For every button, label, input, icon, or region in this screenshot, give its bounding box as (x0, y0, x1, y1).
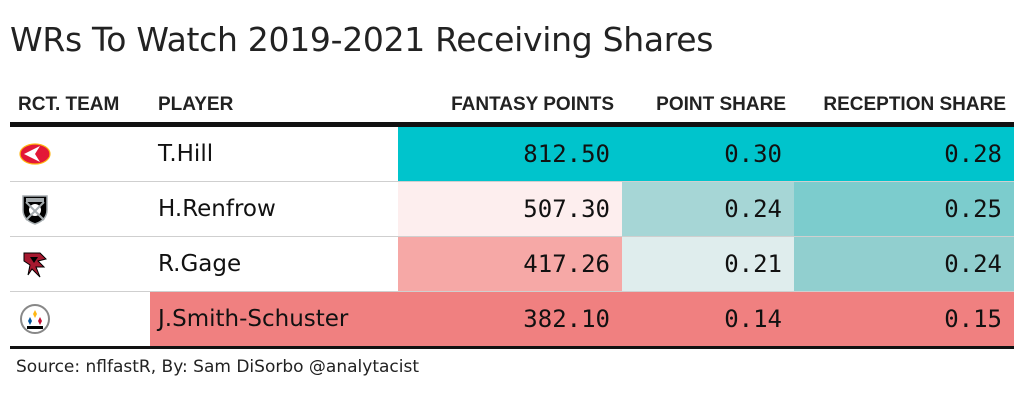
fantasy-points-cell: 417.26 (398, 236, 622, 292)
reception-share-cell: 0.25 (794, 181, 1014, 237)
fantasy-points-cell: 812.50 (398, 124, 622, 182)
table-row: R.Gage 417.26 0.21 0.24 (10, 236, 1014, 292)
header-team: RCT. TEAM (10, 82, 150, 127)
steelers-logo-icon (20, 304, 50, 334)
receiving-shares-table: RCT. TEAM PLAYER FANTASY POINTS POINT SH… (10, 82, 1014, 349)
header-reception-share: RECEPTION SHARE (794, 82, 1014, 127)
player-name: T.Hill (150, 124, 398, 182)
reception-share-cell: 0.15 (794, 291, 1014, 349)
player-name: H.Renfrow (150, 181, 398, 237)
header-row: RCT. TEAM PLAYER FANTASY POINTS POINT SH… (10, 82, 1014, 127)
header-point-share: POINT SHARE (622, 82, 794, 127)
point-share-cell: 0.21 (622, 236, 794, 292)
table-row: H.Renfrow 507.30 0.24 0.25 (10, 181, 1014, 237)
team-cell (10, 291, 150, 349)
player-name: R.Gage (150, 236, 398, 292)
raiders-logo-icon (22, 195, 48, 225)
reception-share-cell: 0.28 (794, 124, 1014, 182)
point-share-cell: 0.14 (622, 291, 794, 349)
chart-title: WRs To Watch 2019-2021 Receiving Shares (10, 20, 714, 59)
team-cell (10, 181, 150, 237)
fantasy-points-cell: 507.30 (398, 181, 622, 237)
header-fantasy-points: FANTASY POINTS (398, 82, 622, 127)
falcons-logo-icon (23, 252, 47, 278)
player-name: J.Smith-Schuster (150, 291, 398, 349)
team-cell (10, 236, 150, 292)
chiefs-logo-icon: KC (19, 143, 51, 165)
team-cell: KC (10, 124, 150, 182)
fantasy-points-cell: 382.10 (398, 291, 622, 349)
header-player: PLAYER (150, 82, 398, 127)
svg-text:KC: KC (38, 151, 50, 160)
point-share-cell: 0.24 (622, 181, 794, 237)
table-row: KC T.Hill 812.50 0.30 0.28 (10, 124, 1014, 182)
source-caption: Source: nflfastR, By: Sam DiSorbo @analy… (16, 357, 419, 377)
reception-share-cell: 0.24 (794, 236, 1014, 292)
table-row: J.Smith-Schuster 382.10 0.14 0.15 (10, 291, 1014, 349)
point-share-cell: 0.30 (622, 124, 794, 182)
